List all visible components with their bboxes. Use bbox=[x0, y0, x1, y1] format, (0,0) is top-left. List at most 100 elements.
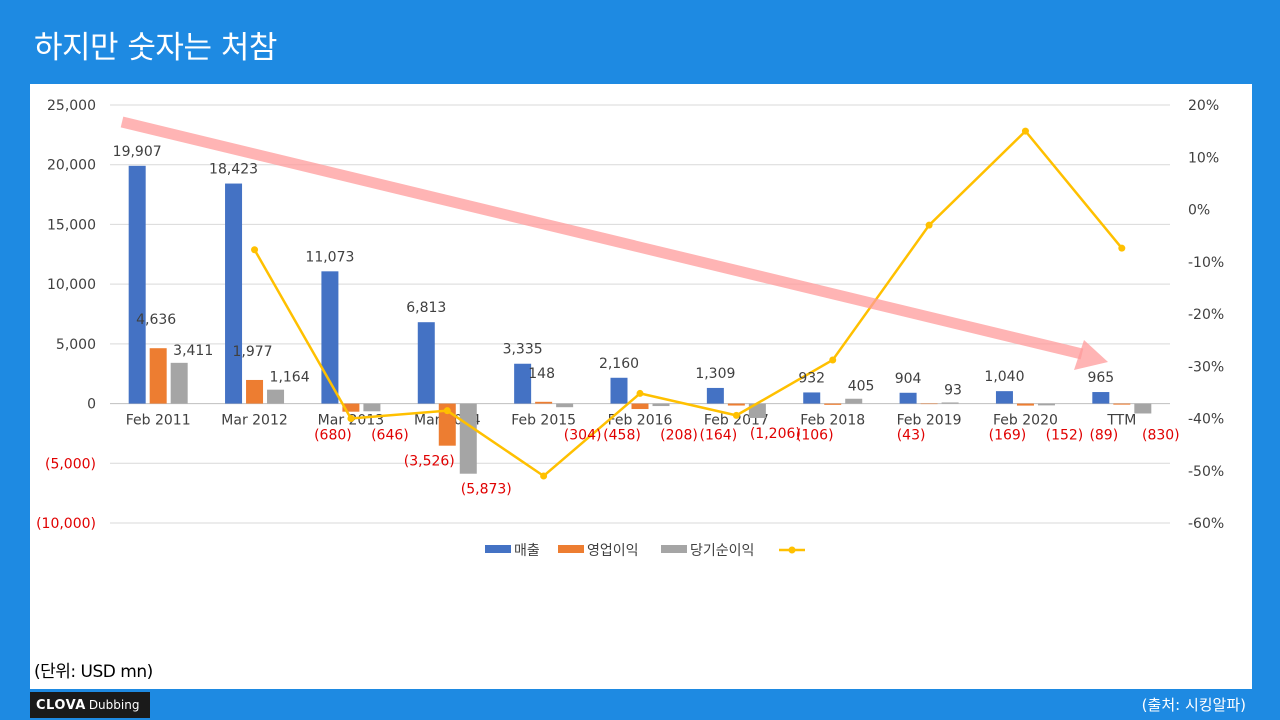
line-point bbox=[925, 221, 933, 229]
legend-label: 매출 bbox=[514, 543, 540, 559]
operating-bar bbox=[342, 403, 360, 412]
y-left-tick-label: 15,000 bbox=[47, 217, 96, 233]
line-point bbox=[1021, 127, 1029, 135]
revenue-data-label: 6,813 bbox=[406, 300, 446, 316]
revenue-data-label: 1,309 bbox=[695, 366, 735, 382]
operating-data-label: (680) bbox=[314, 428, 352, 444]
net-data-label: (646) bbox=[371, 428, 409, 444]
legend-line-marker bbox=[788, 546, 796, 554]
legend-swatch bbox=[558, 545, 584, 553]
revenue-data-label: 965 bbox=[1087, 370, 1114, 386]
net-data-label: (208) bbox=[660, 428, 698, 444]
x-tick-label: Feb 2011 bbox=[126, 413, 191, 429]
net-bar bbox=[1134, 403, 1152, 414]
revenue-bar bbox=[610, 377, 628, 404]
y-left-tick-label: 25,000 bbox=[47, 98, 96, 114]
revenue-bar bbox=[1092, 392, 1110, 404]
line-point bbox=[829, 356, 837, 364]
x-tick-label: Mar 2012 bbox=[221, 413, 288, 429]
net-data-label: 93 bbox=[944, 382, 962, 398]
y-left-tick-label: 5,000 bbox=[56, 337, 96, 353]
net-data-label: (152) bbox=[1046, 428, 1084, 444]
operating-data-label: (106) bbox=[796, 428, 834, 444]
line-point bbox=[443, 407, 451, 415]
operating-data-label: 1,977 bbox=[232, 344, 272, 360]
y-left-tick-label: 0 bbox=[87, 397, 96, 413]
line-series bbox=[253, 129, 1123, 478]
operating-data-label: 4,636 bbox=[136, 312, 176, 328]
operating-data-label: 148 bbox=[528, 366, 555, 382]
revenue-data-label: 3,335 bbox=[503, 342, 543, 358]
revenue-data-label: 18,423 bbox=[209, 162, 258, 178]
y-right-tick-label: -10% bbox=[1188, 255, 1224, 271]
net-data-label: (5,873) bbox=[461, 482, 512, 498]
net-data-label: 405 bbox=[848, 379, 875, 395]
operating-bar bbox=[727, 403, 745, 406]
y-left-tick-label: (10,000) bbox=[36, 516, 96, 532]
y-right-tick-label: 20% bbox=[1188, 98, 1219, 114]
chart-panel: 25,000 20,000 15,000 10,000 5,000 0 (5,000) (10… bbox=[30, 84, 1252, 689]
brand-main: CLOVA bbox=[36, 697, 86, 713]
x-tick-label: Feb 2016 bbox=[608, 413, 673, 429]
y-right-tick-label: 10% bbox=[1188, 150, 1219, 166]
revenue-bar bbox=[321, 271, 339, 404]
trend-arrow-head bbox=[1074, 340, 1108, 370]
brand-sub: Dubbing bbox=[88, 698, 140, 712]
source-note: (출처: 시킹알파) bbox=[1141, 696, 1246, 714]
net-bar bbox=[363, 403, 381, 412]
legend-swatch bbox=[661, 545, 687, 553]
revenue-bar bbox=[417, 322, 435, 404]
net-bar bbox=[556, 403, 574, 408]
net-data-label: (304) bbox=[564, 428, 602, 444]
revenue-bar bbox=[995, 391, 1013, 404]
operating-data-label: (3,526) bbox=[404, 454, 455, 470]
revenue-bar bbox=[128, 165, 146, 404]
y-left-tick-label: 20,000 bbox=[47, 158, 96, 174]
x-tick-label: Feb 2015 bbox=[511, 413, 576, 429]
revenue-data-label: 904 bbox=[895, 371, 922, 387]
legend-label: 당기순이익 bbox=[690, 543, 754, 559]
operating-bar bbox=[246, 379, 264, 404]
revenue-bar bbox=[706, 387, 724, 404]
unit-note: (단위: USD mn) bbox=[34, 662, 153, 682]
revenue-data-label: 1,040 bbox=[984, 369, 1024, 385]
x-tick-label: Feb 2019 bbox=[897, 413, 962, 429]
x-tick-label: Feb 2020 bbox=[993, 413, 1058, 429]
operating-data-label: (169) bbox=[989, 428, 1027, 444]
operating-bar bbox=[824, 403, 842, 405]
line-point bbox=[347, 415, 355, 422]
legend-swatch bbox=[485, 545, 511, 553]
operating-data-label: (458) bbox=[603, 428, 641, 444]
x-tick-label: Feb 2018 bbox=[800, 413, 865, 429]
revenue-bar bbox=[803, 392, 821, 404]
operating-bar bbox=[535, 401, 553, 404]
brand-logo: CLOVA Dubbing bbox=[30, 692, 150, 718]
y-right-tick-label: -30% bbox=[1188, 359, 1224, 375]
slide-title: 하지만 숫자는 처참 bbox=[34, 30, 277, 66]
net-data-label: 1,164 bbox=[270, 370, 310, 386]
net-bar bbox=[652, 403, 670, 407]
net-bar bbox=[267, 389, 285, 404]
net-data-label: (1,206) bbox=[750, 426, 801, 442]
revenue-data-label: 11,073 bbox=[305, 249, 354, 265]
net-bar bbox=[170, 362, 188, 404]
revenue-bar bbox=[899, 392, 917, 404]
y-right-tick-label: -20% bbox=[1188, 307, 1224, 323]
revenue-bar bbox=[225, 183, 243, 404]
y-left-tick-label: (5,000) bbox=[45, 456, 96, 472]
operating-bar bbox=[920, 403, 938, 405]
trend-arrow bbox=[120, 116, 1084, 360]
operating-bar bbox=[1113, 403, 1131, 405]
legend-label: 영업이익 bbox=[587, 543, 639, 559]
net-data-label: (830) bbox=[1142, 428, 1180, 444]
line-point bbox=[540, 472, 548, 480]
y-left-tick-label: 10,000 bbox=[47, 277, 96, 293]
net-bar bbox=[1037, 403, 1055, 406]
line-point bbox=[732, 411, 740, 419]
revenue-bar bbox=[514, 363, 532, 404]
y-right-tick-label: -40% bbox=[1188, 412, 1224, 428]
revenue-data-label: 2,160 bbox=[599, 356, 639, 372]
x-tick-label: TTM bbox=[1106, 413, 1136, 429]
net-bar bbox=[845, 398, 863, 404]
operating-bar bbox=[631, 403, 649, 410]
